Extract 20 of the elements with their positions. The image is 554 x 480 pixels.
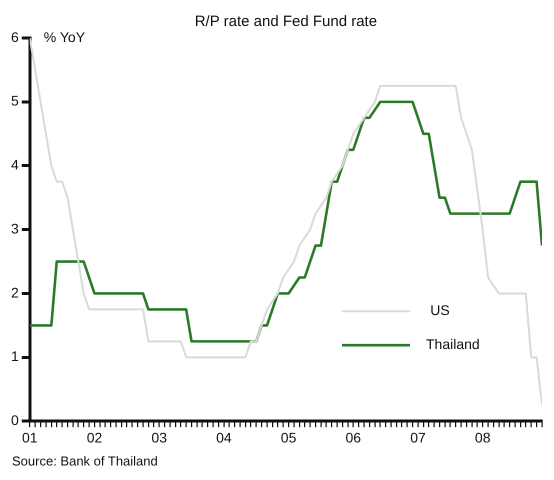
y-tick-label: 0 — [10, 412, 19, 428]
x-tick-label: 08 — [474, 429, 491, 446]
y-tick-label: 6 — [10, 28, 19, 45]
x-tick-label: 07 — [410, 429, 426, 446]
x-tick-label: 01 — [22, 429, 38, 446]
y-tick-label: 1 — [10, 348, 19, 364]
x-tick-label: 05 — [280, 429, 297, 446]
x-tick-label: 04 — [216, 429, 232, 446]
source-note: Source: Bank of Thailand — [12, 454, 158, 469]
y-axis-title: % YoY — [44, 28, 86, 45]
y-tick-label: 5 — [10, 92, 19, 109]
x-tick-label: 02 — [86, 429, 102, 446]
y-tick-label: 3 — [10, 220, 19, 236]
legend-label: US — [430, 302, 450, 318]
legend-label: Thailand — [426, 336, 480, 352]
chart-title: R/P rate and Fed Fund rate — [194, 13, 378, 30]
x-tick-label: 03 — [151, 429, 168, 446]
y-tick-label: 2 — [10, 284, 19, 300]
y-tick-label: 4 — [10, 156, 19, 173]
x-tick-label: 06 — [346, 429, 362, 446]
